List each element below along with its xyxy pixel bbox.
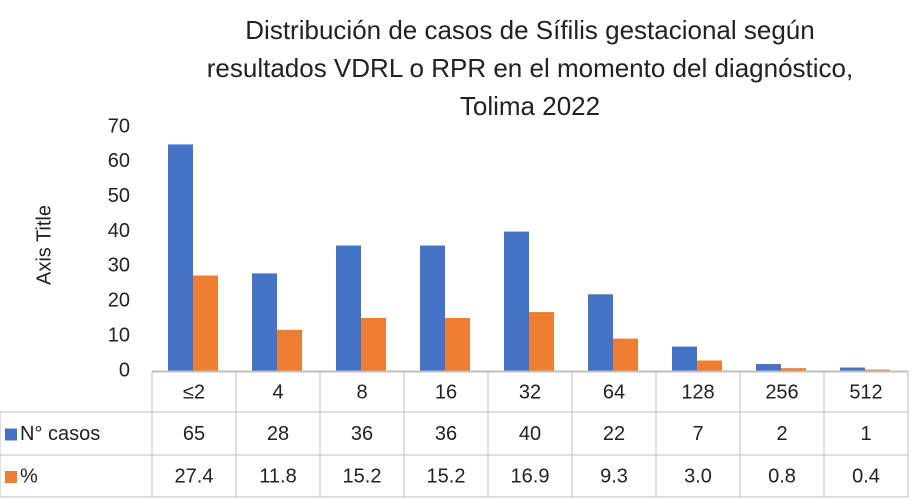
table-cell: 3.0 [684, 465, 712, 487]
legend-swatch [5, 471, 17, 483]
bar [277, 329, 302, 371]
table-cell: 65 [183, 423, 205, 445]
bar [252, 273, 277, 371]
bar [193, 275, 218, 371]
bar [756, 364, 781, 371]
bar [529, 312, 554, 371]
bar [445, 318, 470, 371]
y-tick-label: 30 [108, 255, 130, 277]
y-tick-label: 40 [108, 220, 130, 242]
x-tick-label: 32 [519, 381, 541, 403]
bar [336, 245, 361, 371]
table-cell: 2 [776, 423, 787, 445]
bar [361, 318, 386, 371]
table-cell: 11.8 [259, 465, 296, 487]
table-cell: 15.2 [427, 465, 466, 487]
table-cell: 0.8 [768, 465, 796, 487]
x-tick-label: 16 [435, 381, 457, 403]
y-tick-label: 60 [108, 150, 130, 172]
table-cell: 36 [435, 423, 457, 445]
chart-title: resultados VDRL o RPR en el momento del … [207, 53, 853, 83]
table-cell: 9.3 [600, 465, 628, 487]
table-cell: 7 [692, 423, 703, 445]
table-cell: 28 [267, 423, 289, 445]
table-cell: 0.4 [852, 465, 880, 487]
bar [588, 294, 613, 371]
x-tick-label: 64 [603, 381, 625, 403]
bar [168, 144, 193, 371]
chart-title: Distribución de casos de Sífilis gestaci… [245, 15, 814, 45]
table-cell: 22 [603, 423, 625, 445]
x-tick-label: 8 [356, 381, 367, 403]
y-tick-label: 50 [108, 185, 130, 207]
x-tick-label: 256 [765, 381, 798, 403]
legend-label: % [20, 465, 38, 487]
table-cell: 16.9 [511, 465, 550, 487]
y-tick-label: 0 [119, 359, 130, 381]
bar [420, 245, 445, 371]
y-tick-label: 10 [108, 324, 130, 346]
y-tick-label: 70 [108, 115, 130, 137]
bar [781, 368, 806, 371]
bar [865, 369, 890, 371]
table-cell: 36 [351, 423, 373, 445]
bar [672, 346, 697, 371]
x-tick-label: 128 [681, 381, 714, 403]
table-cell: 1 [860, 423, 871, 445]
table-cell: 40 [519, 423, 541, 445]
bar [840, 367, 865, 371]
x-tick-label: 512 [849, 381, 882, 403]
y-axis-title: Axis Title [33, 205, 55, 285]
bar [697, 360, 722, 371]
y-tick-label: 20 [108, 290, 130, 312]
table-cell: 27.4 [175, 465, 214, 487]
bar [613, 338, 638, 371]
x-tick-label: ≤2 [183, 381, 205, 403]
table-cell: 15.2 [343, 465, 382, 487]
chart-title: Tolima 2022 [460, 91, 600, 121]
bar [504, 231, 529, 371]
legend-swatch [5, 428, 17, 441]
legend-label: N° casos [20, 423, 100, 445]
x-tick-label: 4 [272, 381, 283, 403]
